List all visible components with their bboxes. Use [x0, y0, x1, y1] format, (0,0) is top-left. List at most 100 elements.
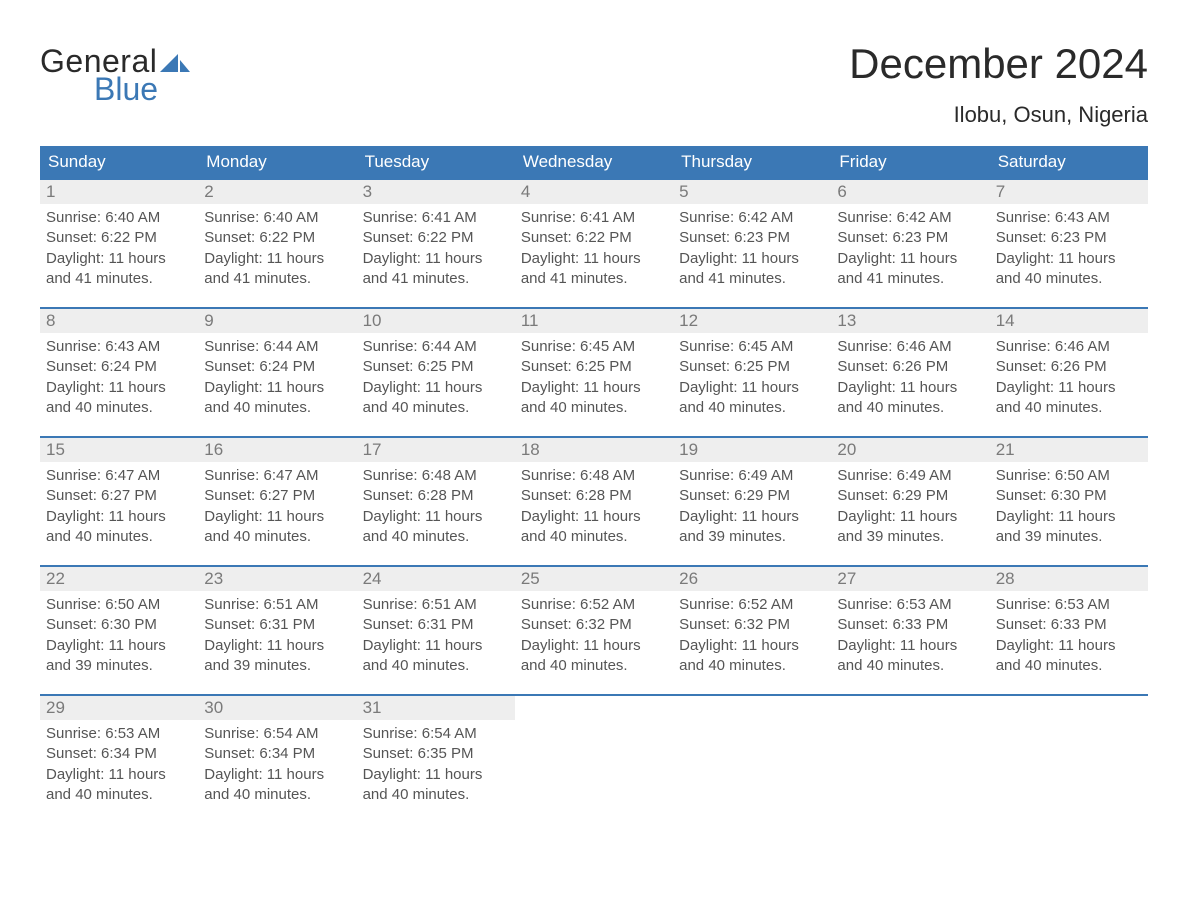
- day-body: Sunrise: 6:41 AMSunset: 6:22 PMDaylight:…: [357, 204, 515, 307]
- weekday-header: Wednesday: [515, 146, 673, 179]
- sunset-line: Sunset: 6:26 PM: [837, 357, 983, 377]
- title-block: December 2024 Ilobu, Osun, Nigeria: [849, 40, 1148, 128]
- day-body: Sunrise: 6:52 AMSunset: 6:32 PMDaylight:…: [515, 591, 673, 694]
- sunrise-line: Sunrise: 6:45 AM: [679, 337, 825, 357]
- calendar-cell: 15Sunrise: 6:47 AMSunset: 6:27 PMDayligh…: [40, 437, 198, 566]
- day-body: Sunrise: 6:40 AMSunset: 6:22 PMDaylight:…: [198, 204, 356, 307]
- weekday-header: Monday: [198, 146, 356, 179]
- daylight-line: Daylight: 11 hours and 40 minutes.: [996, 636, 1142, 677]
- day-number: 29: [40, 696, 198, 720]
- sunrise-line: Sunrise: 6:53 AM: [837, 595, 983, 615]
- sunset-line: Sunset: 6:24 PM: [46, 357, 192, 377]
- day-body: Sunrise: 6:53 AMSunset: 6:33 PMDaylight:…: [831, 591, 989, 694]
- calendar-cell: [831, 695, 989, 823]
- day-number: 20: [831, 438, 989, 462]
- day-number: 28: [990, 567, 1148, 591]
- calendar-cell: 25Sunrise: 6:52 AMSunset: 6:32 PMDayligh…: [515, 566, 673, 695]
- calendar-cell: 7Sunrise: 6:43 AMSunset: 6:23 PMDaylight…: [990, 179, 1148, 308]
- day-body: Sunrise: 6:54 AMSunset: 6:35 PMDaylight:…: [357, 720, 515, 823]
- day-body: Sunrise: 6:48 AMSunset: 6:28 PMDaylight:…: [515, 462, 673, 565]
- daylight-line: Daylight: 11 hours and 40 minutes.: [837, 636, 983, 677]
- day-number: 31: [357, 696, 515, 720]
- daylight-line: Daylight: 11 hours and 40 minutes.: [363, 378, 509, 419]
- calendar-cell: 8Sunrise: 6:43 AMSunset: 6:24 PMDaylight…: [40, 308, 198, 437]
- daylight-line: Daylight: 11 hours and 41 minutes.: [521, 249, 667, 290]
- calendar-week-row: 1Sunrise: 6:40 AMSunset: 6:22 PMDaylight…: [40, 179, 1148, 308]
- daylight-line: Daylight: 11 hours and 39 minutes.: [204, 636, 350, 677]
- sunrise-line: Sunrise: 6:44 AM: [363, 337, 509, 357]
- sunrise-line: Sunrise: 6:43 AM: [46, 337, 192, 357]
- day-number: 25: [515, 567, 673, 591]
- calendar-week-row: 15Sunrise: 6:47 AMSunset: 6:27 PMDayligh…: [40, 437, 1148, 566]
- day-body: Sunrise: 6:47 AMSunset: 6:27 PMDaylight:…: [40, 462, 198, 565]
- calendar-table: Sunday Monday Tuesday Wednesday Thursday…: [40, 146, 1148, 823]
- day-number: 12: [673, 309, 831, 333]
- sunset-line: Sunset: 6:29 PM: [679, 486, 825, 506]
- daylight-line: Daylight: 11 hours and 40 minutes.: [521, 507, 667, 548]
- sunrise-line: Sunrise: 6:42 AM: [679, 208, 825, 228]
- day-body: Sunrise: 6:44 AMSunset: 6:25 PMDaylight:…: [357, 333, 515, 436]
- calendar-cell: 9Sunrise: 6:44 AMSunset: 6:24 PMDaylight…: [198, 308, 356, 437]
- day-number: 10: [357, 309, 515, 333]
- sunrise-line: Sunrise: 6:49 AM: [679, 466, 825, 486]
- sunrise-line: Sunrise: 6:43 AM: [996, 208, 1142, 228]
- sunset-line: Sunset: 6:35 PM: [363, 744, 509, 764]
- calendar-cell: 17Sunrise: 6:48 AMSunset: 6:28 PMDayligh…: [357, 437, 515, 566]
- calendar-cell: 18Sunrise: 6:48 AMSunset: 6:28 PMDayligh…: [515, 437, 673, 566]
- day-body: Sunrise: 6:42 AMSunset: 6:23 PMDaylight:…: [831, 204, 989, 307]
- month-title: December 2024: [849, 40, 1148, 88]
- daylight-line: Daylight: 11 hours and 40 minutes.: [46, 765, 192, 806]
- sunset-line: Sunset: 6:31 PM: [363, 615, 509, 635]
- day-number: 5: [673, 180, 831, 204]
- sunrise-line: Sunrise: 6:46 AM: [837, 337, 983, 357]
- day-number: 13: [831, 309, 989, 333]
- daylight-line: Daylight: 11 hours and 40 minutes.: [46, 378, 192, 419]
- sunset-line: Sunset: 6:32 PM: [521, 615, 667, 635]
- calendar-cell: 2Sunrise: 6:40 AMSunset: 6:22 PMDaylight…: [198, 179, 356, 308]
- weekday-header: Tuesday: [357, 146, 515, 179]
- sunrise-line: Sunrise: 6:42 AM: [837, 208, 983, 228]
- daylight-line: Daylight: 11 hours and 41 minutes.: [679, 249, 825, 290]
- day-body: Sunrise: 6:50 AMSunset: 6:30 PMDaylight:…: [40, 591, 198, 694]
- weekday-header: Sunday: [40, 146, 198, 179]
- day-number: 11: [515, 309, 673, 333]
- sunset-line: Sunset: 6:34 PM: [46, 744, 192, 764]
- daylight-line: Daylight: 11 hours and 41 minutes.: [363, 249, 509, 290]
- calendar-cell: 6Sunrise: 6:42 AMSunset: 6:23 PMDaylight…: [831, 179, 989, 308]
- day-number: 24: [357, 567, 515, 591]
- calendar-cell: 22Sunrise: 6:50 AMSunset: 6:30 PMDayligh…: [40, 566, 198, 695]
- daylight-line: Daylight: 11 hours and 40 minutes.: [363, 765, 509, 806]
- calendar-cell: 14Sunrise: 6:46 AMSunset: 6:26 PMDayligh…: [990, 308, 1148, 437]
- day-number: 1: [40, 180, 198, 204]
- daylight-line: Daylight: 11 hours and 40 minutes.: [996, 378, 1142, 419]
- sunrise-line: Sunrise: 6:41 AM: [521, 208, 667, 228]
- daylight-line: Daylight: 11 hours and 40 minutes.: [521, 636, 667, 677]
- calendar-cell: 31Sunrise: 6:54 AMSunset: 6:35 PMDayligh…: [357, 695, 515, 823]
- calendar-cell: [990, 695, 1148, 823]
- sunset-line: Sunset: 6:25 PM: [679, 357, 825, 377]
- sunset-line: Sunset: 6:30 PM: [46, 615, 192, 635]
- calendar-cell: 19Sunrise: 6:49 AMSunset: 6:29 PMDayligh…: [673, 437, 831, 566]
- day-number: 21: [990, 438, 1148, 462]
- day-body: Sunrise: 6:44 AMSunset: 6:24 PMDaylight:…: [198, 333, 356, 436]
- day-body: Sunrise: 6:51 AMSunset: 6:31 PMDaylight:…: [357, 591, 515, 694]
- brand-word-2: Blue: [40, 74, 190, 104]
- sunset-line: Sunset: 6:23 PM: [996, 228, 1142, 248]
- weekday-header: Friday: [831, 146, 989, 179]
- sunrise-line: Sunrise: 6:54 AM: [204, 724, 350, 744]
- day-body: Sunrise: 6:45 AMSunset: 6:25 PMDaylight:…: [673, 333, 831, 436]
- daylight-line: Daylight: 11 hours and 39 minutes.: [996, 507, 1142, 548]
- sunset-line: Sunset: 6:24 PM: [204, 357, 350, 377]
- location-label: Ilobu, Osun, Nigeria: [849, 102, 1148, 128]
- day-body: Sunrise: 6:49 AMSunset: 6:29 PMDaylight:…: [673, 462, 831, 565]
- sunrise-line: Sunrise: 6:49 AM: [837, 466, 983, 486]
- sunrise-line: Sunrise: 6:53 AM: [996, 595, 1142, 615]
- sunrise-line: Sunrise: 6:50 AM: [996, 466, 1142, 486]
- calendar-cell: 20Sunrise: 6:49 AMSunset: 6:29 PMDayligh…: [831, 437, 989, 566]
- day-number: 26: [673, 567, 831, 591]
- daylight-line: Daylight: 11 hours and 40 minutes.: [46, 507, 192, 548]
- calendar-cell: 5Sunrise: 6:42 AMSunset: 6:23 PMDaylight…: [673, 179, 831, 308]
- sunrise-line: Sunrise: 6:52 AM: [521, 595, 667, 615]
- sunrise-line: Sunrise: 6:47 AM: [46, 466, 192, 486]
- day-body: Sunrise: 6:40 AMSunset: 6:22 PMDaylight:…: [40, 204, 198, 307]
